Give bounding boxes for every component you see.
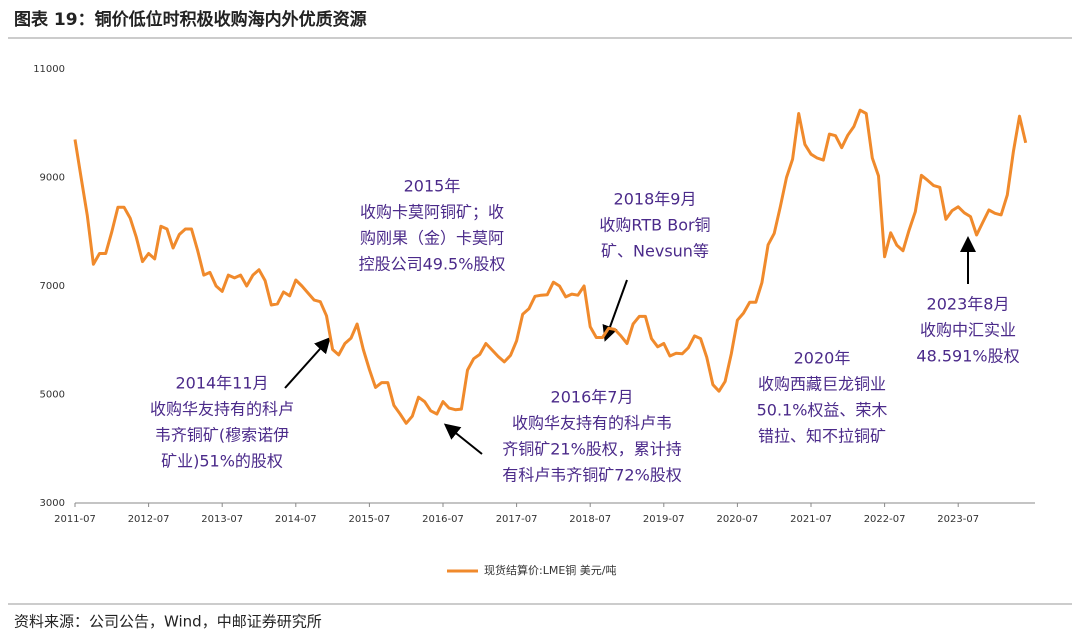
annotation: 韦齐铜矿(穆索诺伊 xyxy=(155,426,289,445)
chart-title: 图表 19：铜价低位时积极收购海内外优质资源 xyxy=(14,9,367,30)
arrow xyxy=(443,423,483,455)
legend-label: 现货结算价:LME铜 美元/吨 xyxy=(484,563,616,577)
annotation: 矿业)51%的股权 xyxy=(161,452,283,471)
annotation: 2023年8月 xyxy=(927,295,1010,314)
x-tick-label: 2011-07 xyxy=(54,514,96,525)
y-tick-label: 7000 xyxy=(40,281,65,292)
annotation: 48.591%股权 xyxy=(916,347,1019,366)
x-tick-label: 2015-07 xyxy=(349,514,391,525)
annotation: 控股公司49.5%股权 xyxy=(359,255,506,274)
y-tick-label: 11000 xyxy=(33,64,65,75)
x-tick-label: 2022-07 xyxy=(864,514,906,525)
annotation: 2014年11月 xyxy=(175,374,268,393)
annotation: 2020年 xyxy=(794,349,851,368)
annotation: 2016年7月 xyxy=(551,388,634,407)
annotation: 2018年9月 xyxy=(614,190,697,209)
x-tick-label: 2019-07 xyxy=(643,514,685,525)
x-tick-label: 2021-07 xyxy=(790,514,832,525)
annotation: 错拉、知不拉铜矿 xyxy=(758,427,886,446)
annotation: 50.1%权益、荣木 xyxy=(757,401,888,420)
x-tick-label: 2023-07 xyxy=(937,514,979,525)
annotation: 矿、Nevsun等 xyxy=(601,242,709,261)
y-tick-label: 9000 xyxy=(40,173,65,184)
annotation: 2015年 xyxy=(404,177,461,196)
annotation: 收购西藏巨龙铜业 xyxy=(758,375,886,394)
source: 资料来源：公司公告，Wind，中邮证券研究所 xyxy=(14,613,322,631)
x-tick-label: 2012-07 xyxy=(128,514,170,525)
x-tick-label: 2013-07 xyxy=(201,514,243,525)
x-tick-label: 2018-07 xyxy=(569,514,611,525)
y-tick-label: 5000 xyxy=(40,390,65,401)
annotation: 收购卡莫阿铜矿；收 xyxy=(360,203,504,222)
x-tick-label: 2014-07 xyxy=(275,514,317,525)
annotation: 收购RTB Bor铜 xyxy=(599,216,710,235)
x-tick-label: 2017-07 xyxy=(496,514,538,525)
x-tick-label: 2020-07 xyxy=(717,514,759,525)
x-tick-label: 2016-07 xyxy=(422,514,464,525)
annotation: 齐铜矿21%股权，累计持 xyxy=(502,440,682,459)
annotation: 收购华友持有的科卢韦 xyxy=(512,414,672,433)
annotation: 收购中汇实业 xyxy=(920,321,1016,340)
annotation: 购刚果（金）卡莫阿 xyxy=(360,229,504,248)
y-tick-label: 3000 xyxy=(40,498,65,509)
annotation: 有科卢韦齐铜矿72%股权 xyxy=(502,466,682,485)
arrow xyxy=(284,337,331,389)
annotation: 收购华友持有的科卢 xyxy=(150,400,294,419)
price-line xyxy=(73,108,1028,425)
